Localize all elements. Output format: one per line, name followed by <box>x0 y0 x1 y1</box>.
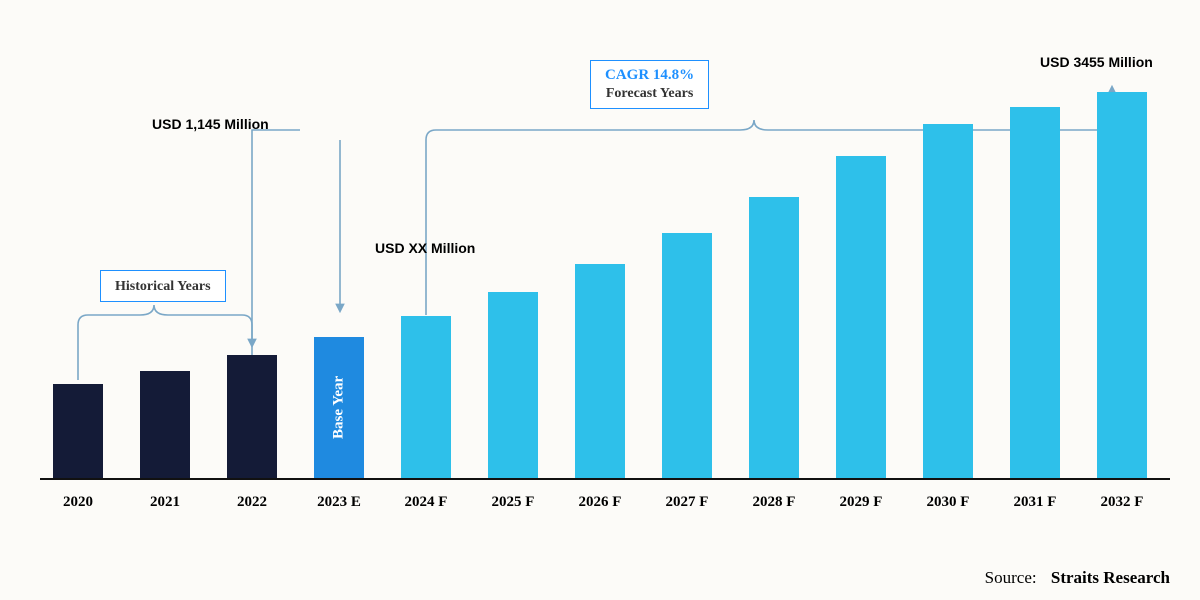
x-label-2020: 2020 <box>38 494 118 511</box>
bracket-historical <box>78 305 252 380</box>
base-year-label: Base Year <box>314 337 364 478</box>
bar-2029f <box>836 156 886 478</box>
x-label-2028f: 2028 F <box>734 494 814 511</box>
value-label-2024: USD XX Million <box>375 240 475 256</box>
historical-years-box: Historical Years <box>100 270 226 302</box>
bar-2027f <box>662 233 712 478</box>
x-label-2022: 2022 <box>212 494 292 511</box>
bar-2021 <box>140 371 190 478</box>
bar-2032f <box>1097 92 1147 478</box>
bar-2031f <box>1010 107 1060 478</box>
value-label-2032: USD 3455 Million <box>1040 54 1153 70</box>
x-label-2023e: 2023 E <box>299 494 379 511</box>
bar-2025f <box>488 292 538 478</box>
bar-2020 <box>53 384 103 478</box>
bar-2026f <box>575 264 625 478</box>
bar-2030f <box>923 124 973 478</box>
bar-2028f <box>749 197 799 478</box>
bar-2022 <box>227 355 277 478</box>
x-label-2025f: 2025 F <box>473 494 553 511</box>
x-label-2021: 2021 <box>125 494 205 511</box>
x-label-2031f: 2031 F <box>995 494 1075 511</box>
source-label: Source: <box>985 568 1037 587</box>
x-label-2029f: 2029 F <box>821 494 901 511</box>
arrow-2022 <box>252 130 300 345</box>
cagr-label: CAGR 14.8% <box>605 67 694 84</box>
bar-2023e: Base Year <box>314 337 364 478</box>
x-label-2024f: 2024 F <box>386 494 466 511</box>
bar-2024f <box>401 316 451 478</box>
x-label-2032f: 2032 F <box>1082 494 1162 511</box>
x-axis-baseline <box>40 478 1170 480</box>
forecast-years-box: CAGR 14.8% Forecast Years <box>590 60 709 109</box>
x-label-2030f: 2030 F <box>908 494 988 511</box>
forecast-years-label: Forecast Years <box>605 86 694 102</box>
historical-years-label: Historical Years <box>115 279 211 295</box>
chart-stage: Historical Years CAGR 14.8% Forecast Yea… <box>0 0 1200 600</box>
plot-area: Historical Years CAGR 14.8% Forecast Yea… <box>40 40 1170 480</box>
source-name: Straits Research <box>1051 568 1170 587</box>
x-label-2026f: 2026 F <box>560 494 640 511</box>
x-label-2027f: 2027 F <box>647 494 727 511</box>
value-label-2022: USD 1,145 Million <box>152 116 269 132</box>
source-line: Source: Straits Research <box>985 568 1170 588</box>
